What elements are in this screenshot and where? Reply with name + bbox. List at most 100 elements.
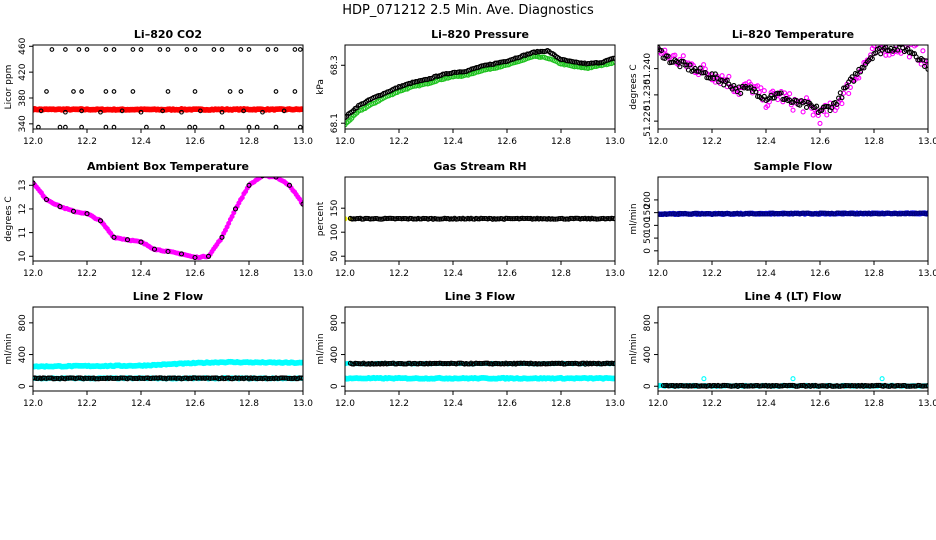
data-point bbox=[405, 360, 411, 366]
data-point bbox=[63, 47, 68, 52]
data-point bbox=[842, 211, 848, 217]
data-point bbox=[748, 84, 754, 90]
data-point bbox=[669, 383, 675, 389]
plot-frame-licor_temp bbox=[657, 44, 929, 130]
y-tick-label: 400 bbox=[330, 346, 340, 363]
data-point bbox=[910, 51, 916, 57]
data-point bbox=[897, 383, 903, 389]
data-point bbox=[571, 59, 578, 65]
x-tick-label: 12.8 bbox=[864, 269, 884, 279]
data-point bbox=[165, 89, 171, 94]
data-point bbox=[677, 383, 683, 389]
data-point bbox=[846, 90, 852, 97]
data-point bbox=[131, 375, 137, 381]
data-point bbox=[70, 208, 77, 214]
data-point bbox=[837, 90, 843, 96]
data-point bbox=[844, 383, 850, 389]
x-axis-box_temp: 12.0 12.2 12.4 12.6 12.8 13.0 bbox=[23, 261, 313, 279]
data-point bbox=[178, 251, 185, 257]
data-point bbox=[124, 237, 131, 243]
data-point bbox=[925, 211, 928, 217]
data-point bbox=[704, 210, 710, 217]
data-point bbox=[508, 216, 514, 222]
data-point bbox=[717, 383, 723, 389]
plot-frame-line4 bbox=[657, 306, 929, 392]
panel-title-sample_flow: Sample Flow bbox=[754, 160, 833, 173]
data-point bbox=[345, 216, 348, 222]
y-tick-label: 68.1 bbox=[330, 113, 340, 133]
data-point bbox=[54, 375, 60, 382]
panel-title-line4: Line 4 (LT) Flow bbox=[745, 290, 842, 303]
y-tick-label: 800 bbox=[18, 314, 28, 331]
x-tick-label: 12.4 bbox=[443, 269, 463, 279]
data-point bbox=[923, 58, 928, 64]
data-point bbox=[219, 234, 225, 240]
x-tick-label: 12.4 bbox=[756, 269, 776, 279]
data-point bbox=[254, 124, 260, 129]
data-point bbox=[922, 211, 928, 217]
data-point bbox=[883, 210, 889, 216]
data-point bbox=[285, 375, 291, 382]
series-co2-1 bbox=[49, 47, 303, 52]
y-tick-label: 400 bbox=[643, 346, 653, 363]
data-point bbox=[911, 45, 918, 49]
data-point bbox=[745, 383, 751, 389]
y-axis-co2: 340 380 420 460 bbox=[18, 37, 33, 132]
x-tick-label: 12.2 bbox=[702, 399, 722, 409]
data-point bbox=[227, 89, 233, 94]
data-point bbox=[680, 53, 686, 59]
y-axis-box_temp: 10 11 12 13 bbox=[18, 180, 33, 262]
data-point bbox=[57, 124, 63, 129]
data-point bbox=[184, 47, 190, 52]
data-point bbox=[565, 58, 571, 64]
data-point bbox=[144, 124, 149, 129]
data-point bbox=[839, 95, 845, 101]
x-tick-label: 12.4 bbox=[443, 399, 463, 409]
x-tick-label: 12.8 bbox=[864, 137, 884, 147]
data-point bbox=[281, 108, 287, 114]
data-point bbox=[771, 95, 777, 101]
y-axis-line3: 0 400 800 bbox=[330, 314, 345, 389]
data-point bbox=[874, 382, 880, 388]
data-point bbox=[839, 101, 845, 107]
data-point bbox=[797, 102, 803, 108]
data-point bbox=[720, 382, 726, 388]
x-tick-label: 13.0 bbox=[918, 137, 936, 147]
series-co2-2 bbox=[44, 89, 298, 94]
x-tick-label: 13.0 bbox=[918, 269, 936, 279]
x-tick-label: 13.0 bbox=[605, 269, 625, 279]
panel-sample_flow: Sample Flow 12.0 12.2 12.4 12.6 12.8 13.0 0 5010… bbox=[629, 160, 936, 279]
data-point bbox=[753, 382, 759, 389]
data-point bbox=[138, 47, 144, 52]
y-tick-label: 800 bbox=[643, 314, 653, 331]
data-point bbox=[63, 109, 68, 115]
data-point bbox=[192, 124, 198, 129]
y-axis-label-line2: ml/min bbox=[4, 333, 14, 364]
y-tick-label: 0 bbox=[643, 383, 653, 389]
x-tick-label: 12.4 bbox=[131, 137, 151, 147]
data-point bbox=[79, 108, 84, 114]
y-tick-label: 51.220 bbox=[643, 105, 653, 137]
data-point bbox=[138, 239, 144, 245]
y-tick-label: 68.3 bbox=[330, 55, 340, 75]
y-tick-label: 340 bbox=[18, 115, 28, 132]
x-tick-label: 12.6 bbox=[810, 137, 830, 147]
data-point bbox=[612, 360, 615, 366]
data-point bbox=[151, 246, 158, 252]
y-tick-label: 150 bbox=[330, 199, 340, 216]
data-point bbox=[33, 375, 39, 381]
data-point bbox=[724, 77, 730, 83]
data-point bbox=[84, 47, 90, 52]
x-tick-label: 12.4 bbox=[756, 137, 776, 147]
y-tick-label: 400 bbox=[18, 346, 28, 363]
y-axis-pressure: 68.1 68.3 bbox=[330, 55, 345, 133]
data-point bbox=[883, 52, 889, 58]
data-point bbox=[111, 89, 117, 94]
x-tick-label: 12.2 bbox=[77, 137, 97, 147]
y-axis-label-licor_temp: degrees C bbox=[629, 64, 639, 109]
series-box_temp-0 bbox=[33, 177, 303, 261]
data-point bbox=[719, 73, 725, 79]
data-point bbox=[857, 69, 864, 75]
data-point bbox=[205, 253, 212, 259]
y-tick-label: 10 bbox=[18, 250, 28, 262]
